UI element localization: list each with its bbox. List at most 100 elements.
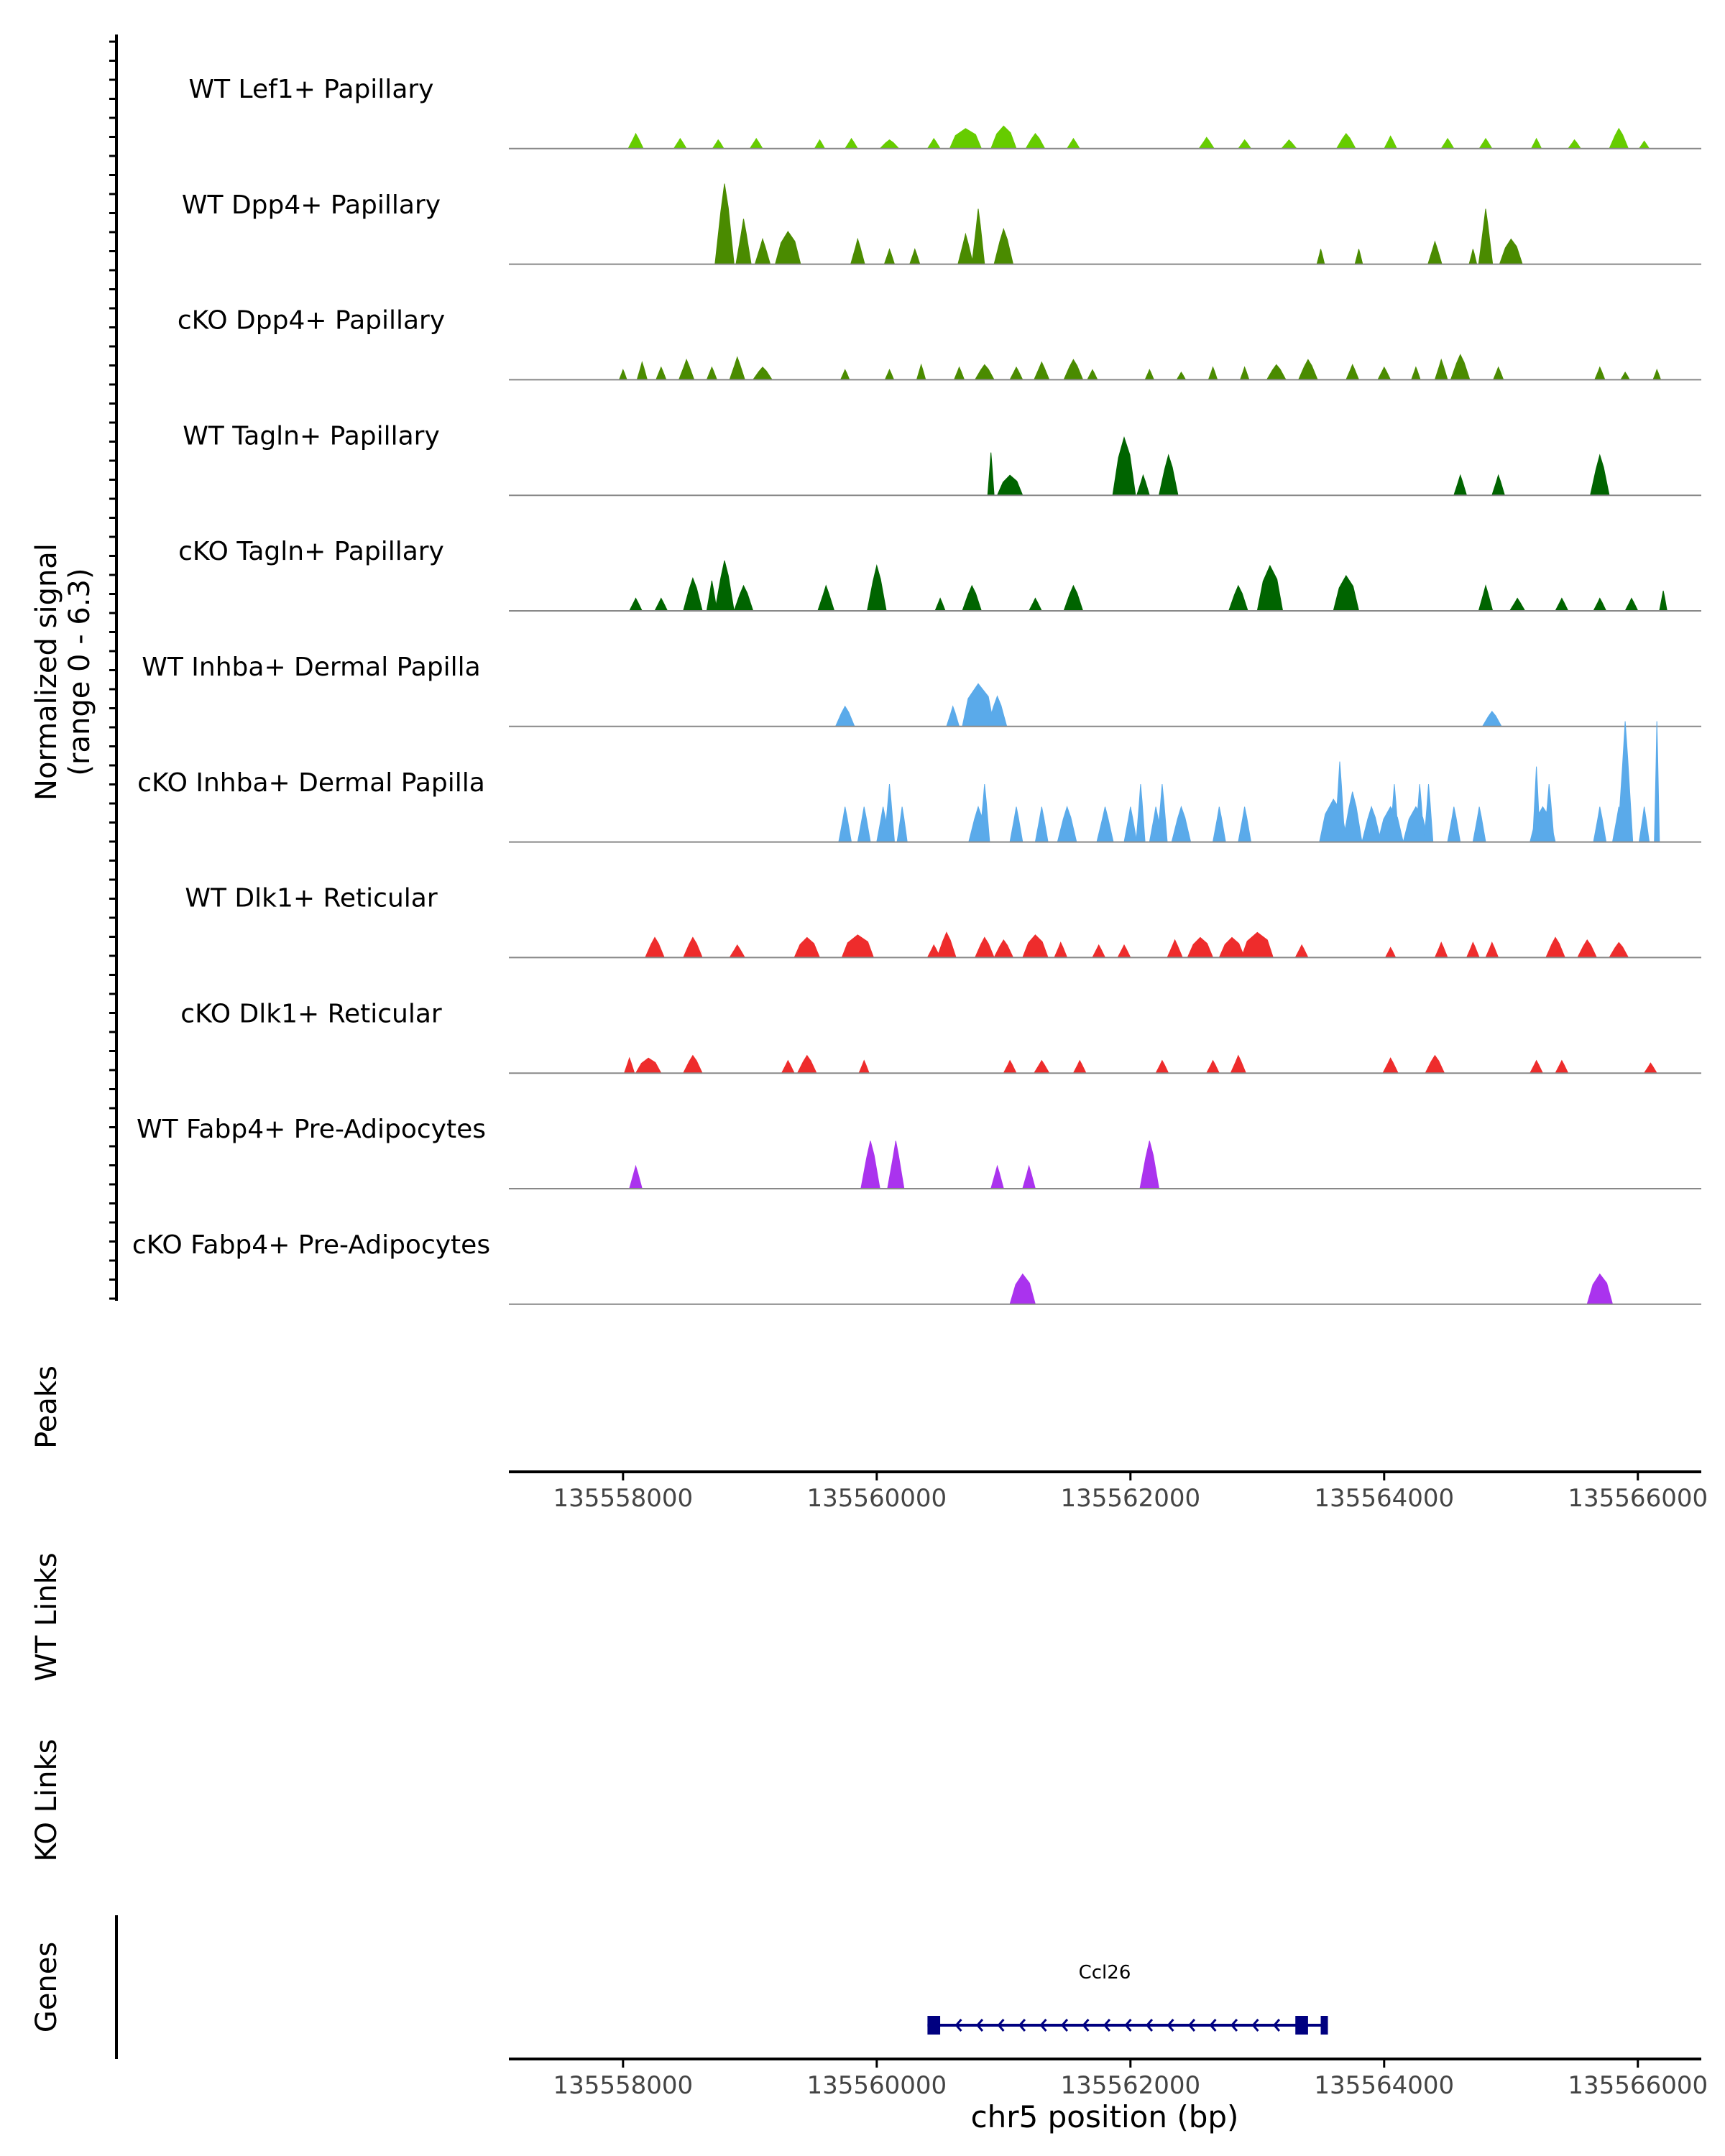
coverage-peak [946,705,960,727]
coverage-peak [1354,249,1363,265]
coverage-peak [844,137,859,149]
coverage-peak [1589,453,1610,496]
coverage-peak [957,232,974,265]
coverage-peak [1139,1141,1160,1189]
coverage-peak [1297,359,1318,380]
coverage-peak [1659,590,1668,612]
strand-arrow [1145,2019,1154,2032]
coverage-peak [908,248,921,265]
coverage-peak [1239,366,1250,380]
coverage-peak [678,359,695,380]
coverage-peak [1294,944,1309,958]
coverage-peak [1092,944,1106,958]
coverage-peak [1187,936,1214,958]
coverage-peak [683,577,703,612]
coverage-peak [644,936,665,958]
coverage-peak [1241,931,1274,958]
x-tick-label: 135560000 [806,2071,947,2100]
x-tick-label: 135564000 [1314,2071,1454,2100]
coverage-peak [974,364,995,380]
coverage-peak [884,369,895,380]
coverage-peak [990,1164,1004,1189]
track-1: WT Lef1+ Papillary [189,75,1701,149]
track-7: cKO Inhba+ Dermal Papilla [137,721,1701,843]
strand-arrow [1230,2019,1238,2032]
track-label: WT Dpp4+ Papillary [182,190,441,220]
coverage-peak [1009,806,1024,843]
coverage-peak [1072,1059,1087,1074]
coverage-peak [1423,784,1434,843]
coverage-peak [1453,474,1468,496]
coverage-peak [1256,564,1284,612]
gene-model-ccl26 [927,2016,1328,2035]
coverage-peak [1033,1059,1050,1074]
coverage-peak [1427,240,1443,265]
coverage-peak [1054,941,1068,958]
track-label: WT Dlk1+ Reticular [185,884,437,913]
coverage-peak [752,367,773,380]
y-axis-range-label: (range 0 - 6.3) [63,568,96,775]
coverage-peak [629,1164,643,1189]
coverage-peak [1066,137,1081,149]
coverage-peak [1218,936,1246,958]
strand-arrow [1103,2019,1111,2032]
coverage-peak [993,939,1014,958]
strand-arrow [1039,2019,1047,2032]
track-label: cKO Dpp4+ Papillary [178,306,445,336]
coverage-peak [706,366,718,380]
coverage-peak [1334,761,1346,843]
gene-exon [1295,2016,1308,2035]
coverage-peak [1491,474,1506,496]
y-axis-label: Normalized signal [30,543,63,801]
strand-arrow [1187,2019,1196,2032]
coverage-peak [1212,806,1226,843]
coverage-peak [1593,366,1606,380]
track-3: cKO Dpp4+ Papillary [178,306,1701,381]
coverage-peak [1609,941,1629,958]
coverage-peak [814,139,826,149]
coverage-peak [883,784,896,843]
coverage-peak [1567,139,1582,149]
coverage-peak [1434,358,1448,380]
coverage-peak [628,597,643,612]
peaks-x-axis: 135558000 135560000 135562000 135564000 1355… [553,1472,1708,1513]
coverage-peak [1532,766,1541,843]
coverage-peak [1478,584,1494,612]
coverage-peak [916,363,926,380]
track-label: cKO Fabp4+ Pre-Adipocytes [132,1230,490,1260]
x-tick-label: 135558000 [553,2071,693,2100]
coverage-peak [1468,249,1478,265]
coverage-peak [796,1054,817,1074]
coverage-peak [1384,946,1397,958]
track-label: cKO Dlk1+ Reticular [180,999,442,1028]
track-10: WT Fabp4+ Pre-Adipocytes [137,1115,1701,1189]
coverage-peak [1609,127,1629,149]
coverage-peak [1643,1062,1658,1074]
coverage-peak [1450,354,1471,380]
track-label: cKO Inhba+ Dermal Papilla [137,768,485,798]
track-label: WT Lef1+ Papillary [189,75,434,104]
coverage-peak [735,218,752,265]
coverage-peak [1555,597,1569,612]
coverage-peak [1057,806,1077,843]
coverage-peak [1377,366,1392,380]
coverage-peak [654,597,668,612]
coverage-peak [1003,1059,1017,1074]
strand-arrow [1272,2019,1281,2032]
x-tick-label: 135566000 [1568,1484,1708,1513]
track-label: WT Tagln+ Papillary [183,421,440,451]
track-label: WT Fabp4+ Pre-Adipocytes [137,1115,486,1144]
coverage-peak [1034,806,1049,843]
coverage-peak [1316,249,1325,265]
coverage-peak [1509,597,1526,612]
coverage-peak [1238,806,1252,843]
coverage-peak [1335,132,1356,149]
coverage-peak [838,806,852,843]
coverage-peak [1478,208,1494,265]
track-4: WT Tagln+ Papillary [183,421,1701,497]
coverage-peak [636,361,648,380]
coverage-peak [1009,366,1024,380]
coverage-peak [1198,137,1215,149]
coverage-peak [1654,721,1660,843]
